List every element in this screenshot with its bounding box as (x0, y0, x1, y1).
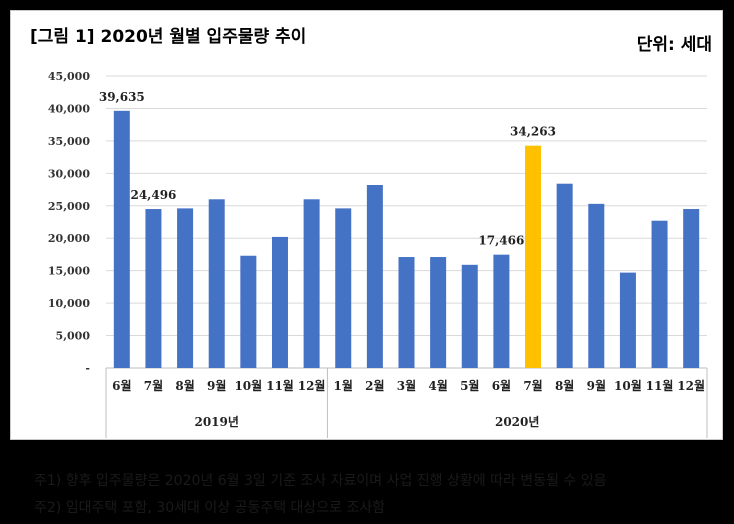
x-tick-label: 5월 (460, 378, 479, 393)
bar (398, 257, 415, 368)
data-label: 34,263 (510, 125, 556, 139)
bar (335, 208, 352, 368)
bar (493, 254, 510, 368)
x-tick-label: 11월 (266, 378, 294, 393)
y-tick-label: 20,000 (48, 232, 90, 245)
x-tick-label: 7월 (144, 378, 163, 393)
x-tick-label: 12월 (298, 378, 326, 393)
x-tick-label: 7월 (523, 378, 542, 393)
x-tick-label: 10월 (234, 378, 262, 393)
bar (303, 199, 320, 368)
x-tick-label: 3월 (397, 378, 416, 393)
footnote-1: 주1) 향후 입주물량은 2020년 6월 3일 기준 조사 자료이며 사업 진… (34, 473, 607, 489)
x-tick-label: 2월 (365, 378, 384, 393)
x-tick-label: 6월 (492, 378, 511, 393)
bar (145, 209, 162, 368)
y-tick-label: 30,000 (48, 167, 90, 180)
y-tick-label: 35,000 (48, 135, 90, 148)
y-tick-label: 5,000 (56, 330, 91, 343)
year-group-label: 2019년 (194, 415, 238, 429)
x-tick-label: 10월 (614, 378, 642, 393)
bar (683, 209, 700, 368)
y-tick-label: 40,000 (48, 102, 90, 115)
bar (619, 272, 636, 368)
bar (208, 199, 225, 368)
x-tick-label: 1월 (334, 378, 353, 393)
data-label: 17,466 (478, 234, 524, 248)
y-tick-label: 45,000 (48, 70, 90, 83)
x-tick-label: 9월 (207, 378, 226, 393)
y-tick-label: - (85, 362, 90, 375)
bar-chart: - 5,000 10,000 15,000 20,000 25,000 30,000 35,0… (48, 70, 708, 438)
unit-label: 단위: 세대 (636, 35, 712, 55)
x-tick-label: 8월 (175, 378, 194, 393)
bar (366, 185, 383, 368)
footnote-2: 주2) 임대주택 포함, 30세대 이상 공동주택 대상으로 조사함 (34, 500, 386, 516)
bar (271, 236, 288, 368)
x-tick-label: 6월 (112, 378, 131, 393)
x-tick-label: 4월 (428, 378, 447, 393)
year-group-label: 2020년 (495, 415, 539, 429)
bar (177, 208, 194, 368)
y-tick-label: 25,000 (48, 200, 90, 213)
bar (430, 257, 447, 368)
data-label: 39,635 (99, 90, 145, 104)
y-tick-label: 15,000 (48, 265, 90, 278)
chart-title: [그림 1] 2020년 월별 입주물량 추이 (30, 27, 307, 47)
y-tick-label: 10,000 (48, 297, 90, 310)
bar (240, 255, 257, 368)
data-label: 24,496 (130, 188, 176, 202)
x-tick-label: 12월 (677, 378, 705, 393)
bar (113, 110, 130, 368)
bar (461, 264, 478, 368)
bar (651, 220, 668, 368)
x-tick-label: 11월 (646, 378, 674, 393)
x-tick-label: 8월 (555, 378, 574, 393)
x-tick-label: 9월 (587, 378, 606, 393)
bar (556, 183, 573, 368)
bar (588, 203, 605, 368)
bar (525, 145, 542, 368)
footnotes: 주1) 향후 입주물량은 2020년 6월 3일 기준 조사 자료이며 사업 진… (34, 468, 724, 522)
